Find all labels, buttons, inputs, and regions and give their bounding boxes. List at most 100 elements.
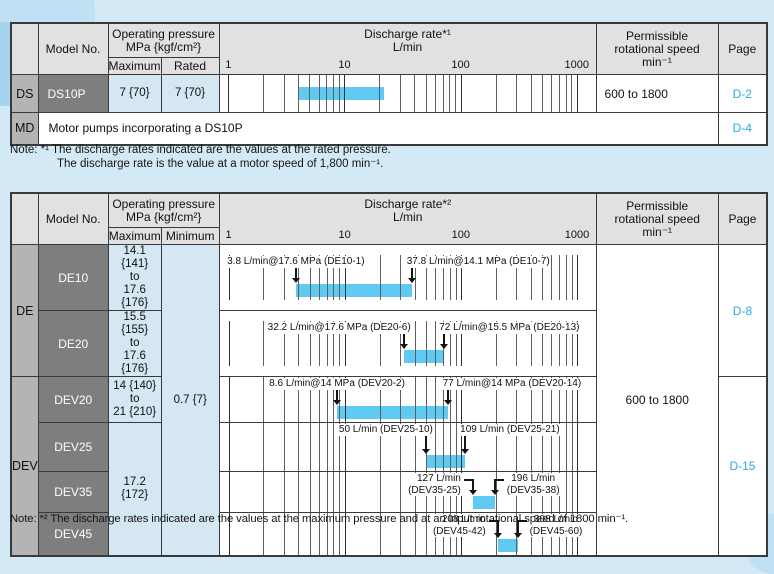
- gridline: [263, 472, 265, 512]
- gridline: [318, 75, 320, 112]
- permissible-speed-header: Permissible rotational speed min⁻¹: [595, 192, 719, 245]
- gridline: [425, 255, 427, 300]
- corner-cell: [10, 192, 39, 245]
- model-no-header: Model No.: [37, 22, 109, 75]
- discharge-chart-cell-de20: 32.2 L/min@17.6 MPa (DE20-6) 72 L/min@15.…: [218, 310, 597, 377]
- discharge-rate-title: Discharge rate*² L/min: [364, 197, 452, 224]
- gridline: [558, 377, 560, 422]
- model-cell-de10: DE10: [37, 244, 109, 311]
- gridline: [333, 75, 335, 112]
- down-arrow: [421, 436, 430, 454]
- gridline: [530, 255, 532, 300]
- gridline: [344, 321, 346, 366]
- gridline: [551, 255, 553, 300]
- gridline: [565, 75, 567, 112]
- gridline: [379, 75, 381, 112]
- gridline: [460, 321, 462, 366]
- gridline: [228, 423, 230, 471]
- gridline: [571, 255, 573, 300]
- gridline: [435, 255, 437, 300]
- gridline: [434, 75, 436, 112]
- discharge-rate-header: Discharge rate*¹ L/min 1 10 100 1000: [218, 22, 597, 75]
- gridline: [530, 377, 532, 422]
- annotation-label: 196 L/min (DEV35-38): [505, 473, 561, 496]
- gridline: [516, 255, 518, 300]
- gridline: [565, 255, 567, 300]
- gridline: [449, 255, 451, 300]
- page-link-d15[interactable]: D-15: [717, 376, 768, 557]
- gridline: [326, 423, 328, 471]
- gridline: [414, 377, 416, 422]
- gridline: [516, 321, 518, 366]
- down-arrow: [407, 268, 416, 283]
- page-header: Page: [717, 22, 768, 75]
- model-cell-dev20: DEV20: [37, 376, 109, 423]
- discharge-range-bar: [403, 350, 445, 363]
- model-cell-dev35: DEV35: [37, 471, 109, 513]
- down-arrow: [333, 390, 342, 405]
- gridline: [283, 321, 285, 366]
- axis-tick-row: 1 10 100 1000: [220, 59, 595, 74]
- note-2: Note: *² The discharge rates indicated a…: [10, 512, 770, 526]
- gridline: [326, 75, 328, 112]
- gridline: [455, 377, 457, 422]
- gridline: [449, 423, 451, 471]
- gridline: [495, 255, 497, 300]
- gridline: [576, 321, 578, 366]
- gridline: [442, 75, 444, 112]
- axis-tick-label: 100: [451, 229, 470, 241]
- max-pressure-de10: 14.1 {141} to 17.6 {176}: [107, 244, 162, 311]
- gridline: [339, 423, 341, 471]
- gridline: [283, 255, 285, 300]
- gridline: [530, 321, 532, 366]
- gridline: [344, 472, 346, 512]
- gridline: [263, 75, 265, 112]
- gridline: [541, 75, 543, 112]
- discharge-range-chart-de20: 32.2 L/min@17.6 MPa (DE20-6) 72 L/min@15.…: [220, 321, 596, 366]
- annotation-label: 3.8 L/min@17.6 MPa (DE10-1): [226, 256, 366, 268]
- gridline: [400, 255, 402, 300]
- operating-pressure-header: Operating pressure MPa {kgf/cm²}: [107, 22, 220, 59]
- gridline: [283, 75, 285, 112]
- group-cell-dev: DEV: [10, 376, 39, 557]
- gridline: [516, 423, 518, 471]
- gridline: [400, 472, 402, 512]
- gridline: [460, 255, 462, 300]
- rated-header: Rated: [160, 57, 220, 75]
- max-pressure-ds10p: 7 {70}: [107, 74, 162, 113]
- discharge-range-chart-dev25: 50 L/min (DEV25-10) 109 L/min (DEV25-21): [220, 423, 596, 471]
- gridline: [530, 75, 532, 112]
- gridline: [516, 377, 518, 422]
- gridline: [558, 423, 560, 471]
- discharge-range-chart-dev35: 127 L/min (DEV35-25) 196 L/min (DEV35-38): [220, 472, 596, 512]
- note-2-line-1: Note: *² The discharge rates indicated a…: [10, 513, 629, 525]
- gridline: [400, 423, 402, 471]
- annotation-label: 72 L/min@15.5 MPa (DE20-13): [438, 322, 581, 334]
- gridline: [495, 423, 497, 471]
- page-link-d8[interactable]: D-8: [717, 244, 768, 377]
- gridline: [339, 75, 341, 112]
- page-link-d4[interactable]: D-4: [717, 112, 768, 145]
- note-1-line-1: Note: *¹ The discharge rates indicated a…: [10, 144, 391, 156]
- gridline: [542, 321, 543, 366]
- gridline: [309, 472, 311, 512]
- gridline: [263, 321, 265, 366]
- gridline: [326, 377, 328, 422]
- gridline: [228, 255, 230, 300]
- ds-series-table: Model No. Operating pressure MPa {kgf/cm…: [10, 22, 769, 146]
- gridline: [425, 377, 427, 422]
- page-link-d2[interactable]: D-2: [717, 74, 768, 113]
- gridline: [400, 377, 402, 422]
- down-arrow: [399, 334, 408, 349]
- gridline: [263, 255, 265, 300]
- gridline: [344, 377, 346, 422]
- gridline: [495, 377, 497, 422]
- axis-tick-label: 1: [225, 229, 232, 241]
- annotation-label: 77 L/min@14 MPa (DEV20-14): [441, 378, 583, 390]
- gridline: [576, 75, 578, 112]
- rated-pressure-ds10p: 7 {70}: [160, 74, 220, 113]
- annotation-label: 8.6 L/min@14 MPa (DEV20-2): [268, 378, 406, 390]
- gridline: [318, 377, 320, 422]
- annotation-label: 109 L/min (DEV25-21): [459, 424, 561, 436]
- down-arrow: [440, 334, 449, 349]
